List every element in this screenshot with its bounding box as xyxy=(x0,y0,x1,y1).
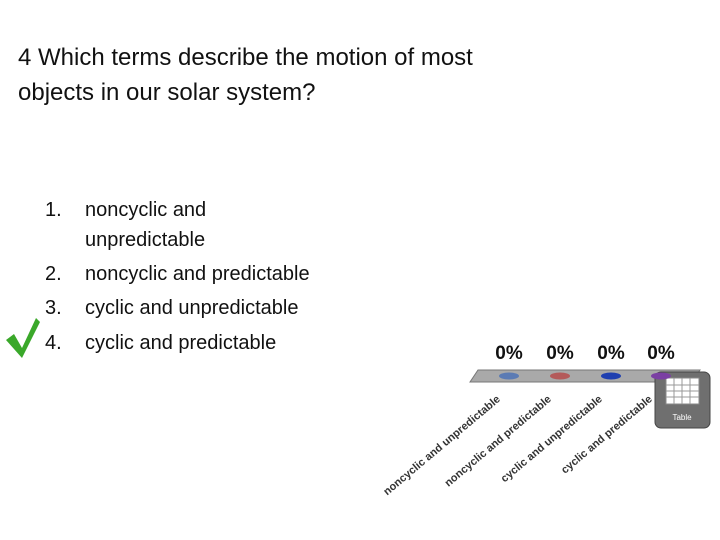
value-label: 0% xyxy=(597,343,625,364)
value-label: 0% xyxy=(647,343,675,364)
option-number: 1. xyxy=(45,199,62,221)
option-text: cyclic and unpredictable xyxy=(85,297,299,319)
value-label: 0% xyxy=(546,343,574,364)
option-number: 4. xyxy=(45,332,62,354)
question: 4 Which terms describe the motion of mos… xyxy=(18,44,473,106)
bar-base xyxy=(651,372,671,380)
table-icon[interactable] xyxy=(654,371,711,429)
option-number: 2. xyxy=(45,263,62,285)
option: 2. noncyclic and predictable xyxy=(45,259,315,289)
table-grid-lines xyxy=(666,378,699,404)
option-text: cyclic and predictable xyxy=(85,332,277,354)
table-label: Table xyxy=(672,413,692,422)
category-label: cyclic and unpredictable xyxy=(499,393,605,485)
bar-base xyxy=(601,372,621,380)
option-number: 3. xyxy=(45,297,62,319)
option: 1. noncyclic and unpredictable xyxy=(45,195,315,255)
category-label: cyclic and predictable xyxy=(559,393,655,476)
option-text: noncyclic and unpredictable xyxy=(85,199,207,251)
bar-base xyxy=(499,372,519,380)
value-label: 0% xyxy=(495,343,523,364)
option: 4. cyclic and predictable xyxy=(45,328,315,358)
check-mark xyxy=(6,318,40,358)
category-label: noncyclic and predictable xyxy=(443,393,554,489)
bar-base xyxy=(550,372,570,380)
option: 3. cyclic and unpredictable xyxy=(45,293,315,323)
option-text: noncyclic and predictable xyxy=(85,263,310,285)
